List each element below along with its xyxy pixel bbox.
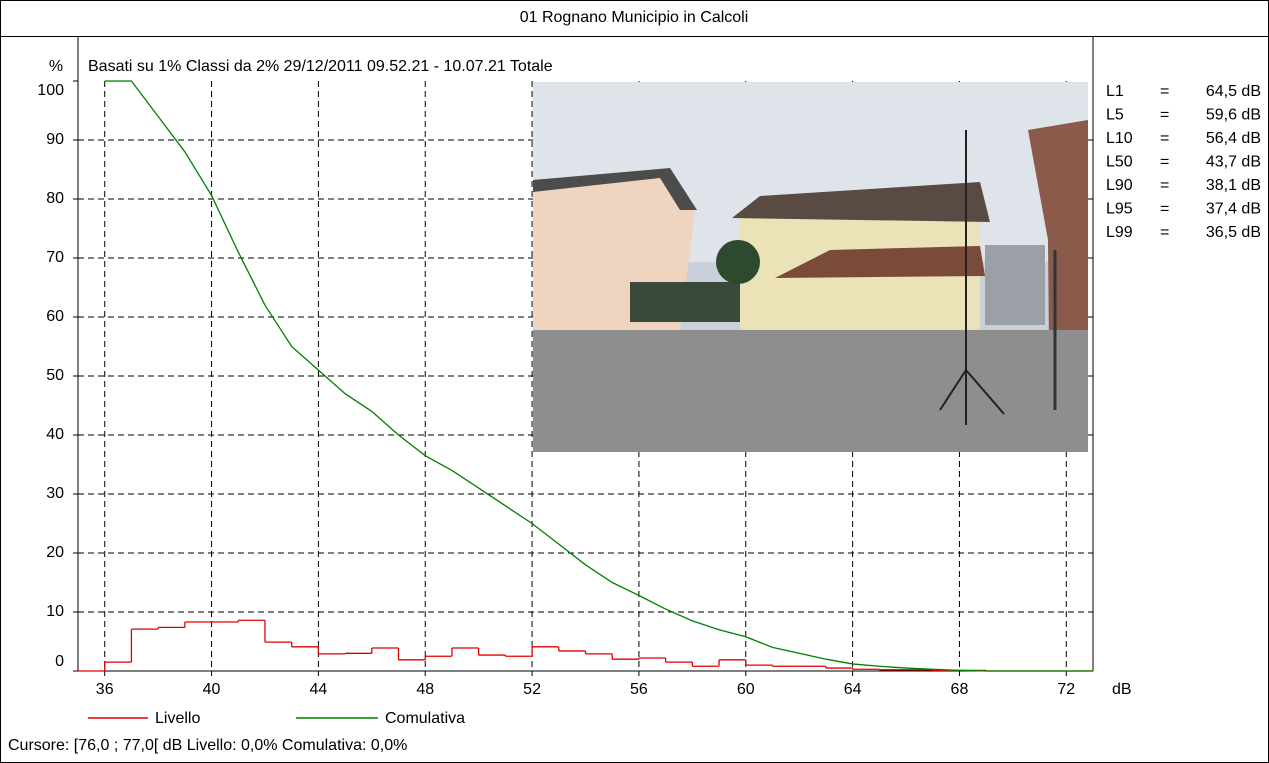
x-tick-label: 40 xyxy=(203,681,221,698)
chart-title: 01 Rognano Municipio in Calcoli xyxy=(520,9,749,26)
y-tick-label: 80 xyxy=(46,190,64,207)
y-tick-label: 0 xyxy=(55,653,64,670)
x-tick-label: 56 xyxy=(630,681,648,698)
x-tick-label: 44 xyxy=(309,681,327,698)
y-tick-label: 30 xyxy=(46,485,64,502)
stat-sep: = xyxy=(1160,224,1169,241)
legend: Livello Comulativa xyxy=(88,710,465,727)
stat-sep: = xyxy=(1160,107,1169,124)
y-tick-label: 20 xyxy=(46,544,64,561)
y-tick-label: 60 xyxy=(46,308,64,325)
stat-value: 38,1 dB xyxy=(1206,177,1261,194)
stat-value: 56,4 dB xyxy=(1206,130,1261,147)
y-tick-label: 90 xyxy=(46,131,64,148)
stat-label: L90 xyxy=(1106,177,1133,194)
y-tick-label: 100 xyxy=(37,82,64,99)
cumulative-line xyxy=(104,80,1093,672)
legend-label: Comulativa xyxy=(385,710,465,727)
x-tick-label: 48 xyxy=(416,681,434,698)
photo xyxy=(533,82,1088,452)
stats: L1 = 64,5 dB L5 = 59,6 dB L10 = 56,4 dB L50 = 43,7 … xyxy=(1106,83,1261,241)
stat-sep: = xyxy=(1160,177,1169,194)
stat-sep: = xyxy=(1160,130,1169,147)
stat-label: L95 xyxy=(1106,201,1133,218)
stat-sep: = xyxy=(1160,154,1169,171)
stat-sep: = xyxy=(1160,201,1169,218)
stat-value: 64,5 dB xyxy=(1206,83,1261,100)
stat-label: L10 xyxy=(1106,130,1133,147)
y-axis-label: % xyxy=(49,58,63,75)
stat-value: 43,7 dB xyxy=(1206,154,1261,171)
stat-value: 37,4 dB xyxy=(1206,201,1261,218)
stat-label: L50 xyxy=(1106,154,1133,171)
subtitle: Basati su 1% Classi da 2% 29/12/2011 09.… xyxy=(88,58,553,75)
stat-value: 59,6 dB xyxy=(1206,107,1261,124)
y-tick-label: 10 xyxy=(46,603,64,620)
stat-value: 36,5 dB xyxy=(1206,224,1261,241)
y-tick-label: 50 xyxy=(46,367,64,384)
stat-sep: = xyxy=(1160,83,1169,100)
axes: 0 10 20 30 40 50 60 70 80 90 100 36 40 44 48 52 56 60 64 68… xyxy=(37,36,1094,698)
y-tick-label: 70 xyxy=(46,249,64,266)
x-tick-label: 64 xyxy=(844,681,862,698)
x-tick-label: 36 xyxy=(96,681,114,698)
stat-label: L1 xyxy=(1106,83,1124,100)
stat-label: L99 xyxy=(1106,224,1133,241)
footer: Cursore: [76,0 ; 77,0[ dB Livello: 0,0% … xyxy=(8,737,407,754)
stat-label: L5 xyxy=(1106,107,1124,124)
x-tick-label: 68 xyxy=(951,681,969,698)
x-axis-label: dB xyxy=(1112,681,1132,698)
legend-label: Livello xyxy=(155,710,200,727)
x-tick-label: 52 xyxy=(523,681,541,698)
x-tick-label: 72 xyxy=(1057,681,1075,698)
x-tick-label: 60 xyxy=(737,681,755,698)
marks xyxy=(78,80,1093,672)
y-tick-label: 40 xyxy=(46,426,64,443)
